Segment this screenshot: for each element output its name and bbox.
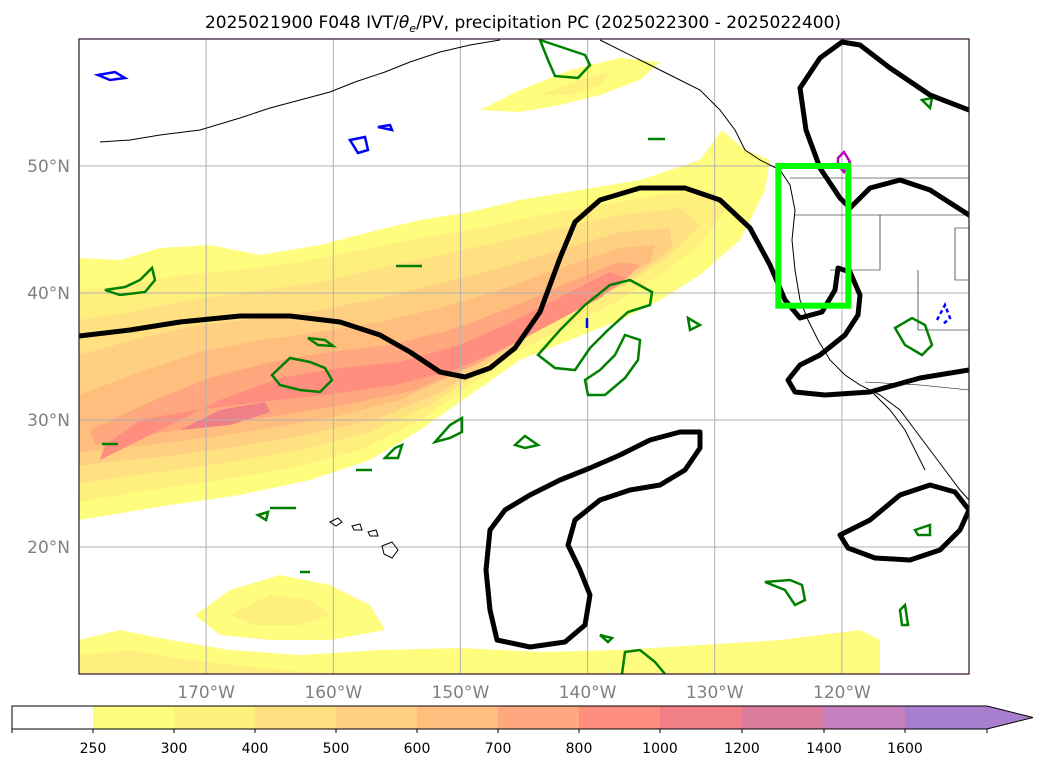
blue-contours (93, 70, 952, 328)
colorbar-seg-1 (93, 706, 174, 729)
colorbar-outline (11, 705, 1034, 730)
cb-label-1400: 1400 (806, 741, 842, 757)
title-theta: θ (399, 13, 410, 33)
cb-label-600: 600 (404, 741, 431, 757)
colorbar-seg-8 (660, 706, 742, 729)
title-theta-sub: e (409, 22, 416, 35)
border-state-3 (954, 227, 969, 281)
map-border (78, 38, 970, 675)
baja-coast (869, 389, 926, 471)
colorbar-seg-6 (498, 706, 579, 729)
map-panel (79, 39, 969, 674)
colorbar-seg-3 (255, 706, 336, 729)
lon-label-150: 150°W (432, 683, 490, 703)
colorbar-seg-7 (579, 706, 660, 729)
ivt-band-south-300 (230, 595, 330, 625)
lat-label-40: 40°N (27, 284, 70, 304)
pv-contour-2 (104, 265, 157, 297)
cb-label-1000: 1000 (642, 741, 678, 757)
colorbar-seg-2 (174, 706, 255, 729)
pv-contour-9 (512, 434, 542, 450)
pv-contour-3 (270, 356, 334, 394)
colorbar-segments (12, 706, 1033, 729)
coastlines (99, 39, 969, 559)
cb-label-1200: 1200 (724, 741, 760, 757)
colorbar-ticks (11, 729, 988, 733)
colorbar-seg-0 (12, 706, 93, 729)
border-state-4 (917, 270, 969, 331)
pv-contour-4 (307, 336, 338, 348)
colorbar-seg-10 (824, 706, 905, 729)
pv-contour-15 (898, 602, 910, 627)
pv-contour-17 (254, 510, 270, 522)
cb-label-300: 300 (161, 741, 188, 757)
pv-contour-14 (599, 633, 615, 644)
colorbar: 250 300 400 500 600 700 800 1000 1200 14… (11, 705, 1034, 757)
ivt-band-north-300 (540, 72, 610, 95)
colorbar-seg-9 (742, 706, 824, 729)
pv-contour-18 (919, 96, 934, 111)
pv-contour-8 (381, 442, 404, 460)
colorbar-labels: 250 300 400 500 600 700 800 1000 1200 14… (80, 741, 923, 757)
pv-contour-6 (583, 333, 642, 397)
jet-contour-southeast (837, 482, 969, 563)
pv-contours (102, 39, 934, 674)
colorbar-extend-arrow (987, 706, 1033, 729)
lat-label-50: 50°N (27, 157, 70, 177)
cb-label-400: 400 (242, 741, 269, 757)
north-america-west-coast (779, 169, 969, 501)
hawaii-islands (329, 517, 399, 559)
blue-contour-3 (377, 123, 395, 132)
alaska-panhandle-coast (599, 39, 781, 171)
pv-contour-10 (686, 315, 703, 332)
cb-label-500: 500 (323, 741, 350, 757)
cb-label-800: 800 (566, 741, 593, 757)
lon-tick-labels: 170°W 160°W 150°W 140°W 130°W 120°W (177, 683, 871, 703)
lon-label-170: 170°W (177, 683, 235, 703)
pv-contour-1 (538, 39, 592, 80)
lon-label-160: 160°W (304, 683, 362, 703)
cb-label-700: 700 (485, 741, 512, 757)
jet-contour-main (79, 185, 969, 398)
blue-contour-5 (935, 301, 952, 326)
ivt-band-bottom-250 (79, 630, 880, 674)
ivt-band-main-1000 (180, 402, 270, 430)
lon-label-140: 140°W (559, 683, 617, 703)
border-us-mexico (864, 381, 969, 391)
title-prefix: 2025021900 F048 IVT/ (205, 13, 399, 33)
lon-label-130: 130°W (686, 683, 744, 703)
colorbar-seg-5 (417, 706, 498, 729)
cb-label-250: 250 (80, 741, 107, 757)
blue-contour-1 (93, 70, 129, 82)
lat-label-30: 30°N (27, 411, 70, 431)
ivt-band-bottom-300 (79, 650, 330, 674)
cb-label-1600: 1600 (887, 741, 923, 757)
jet-contour-north (797, 39, 969, 113)
jet-contour-south (483, 429, 703, 650)
lon-label-120: 120°W (813, 683, 871, 703)
title-suffix: /PV, precipitation PC (2025022300 - 2025… (416, 13, 841, 33)
ivt-band-main-800 (100, 272, 625, 460)
lat-tick-labels: 50°N 40°N 30°N 20°N (27, 157, 70, 558)
pv-contour-12 (764, 578, 807, 607)
pv-contour-13 (620, 648, 666, 674)
pv-contour-11 (893, 316, 934, 357)
alaska-coast (99, 39, 501, 143)
pv-contour-5 (536, 278, 654, 372)
colorbar-seg-4 (336, 706, 417, 729)
pv-contour-16 (913, 523, 932, 537)
map-title: 2025021900 F048 IVT/θe/PV, precipitation… (205, 13, 841, 35)
border-state-1 (795, 214, 881, 271)
lat-label-20: 20°N (27, 538, 70, 558)
highlight-box (775, 163, 852, 309)
blue-contour-2 (347, 135, 370, 155)
pv-contour-7 (431, 415, 464, 445)
colorbar-seg-11 (905, 706, 987, 729)
